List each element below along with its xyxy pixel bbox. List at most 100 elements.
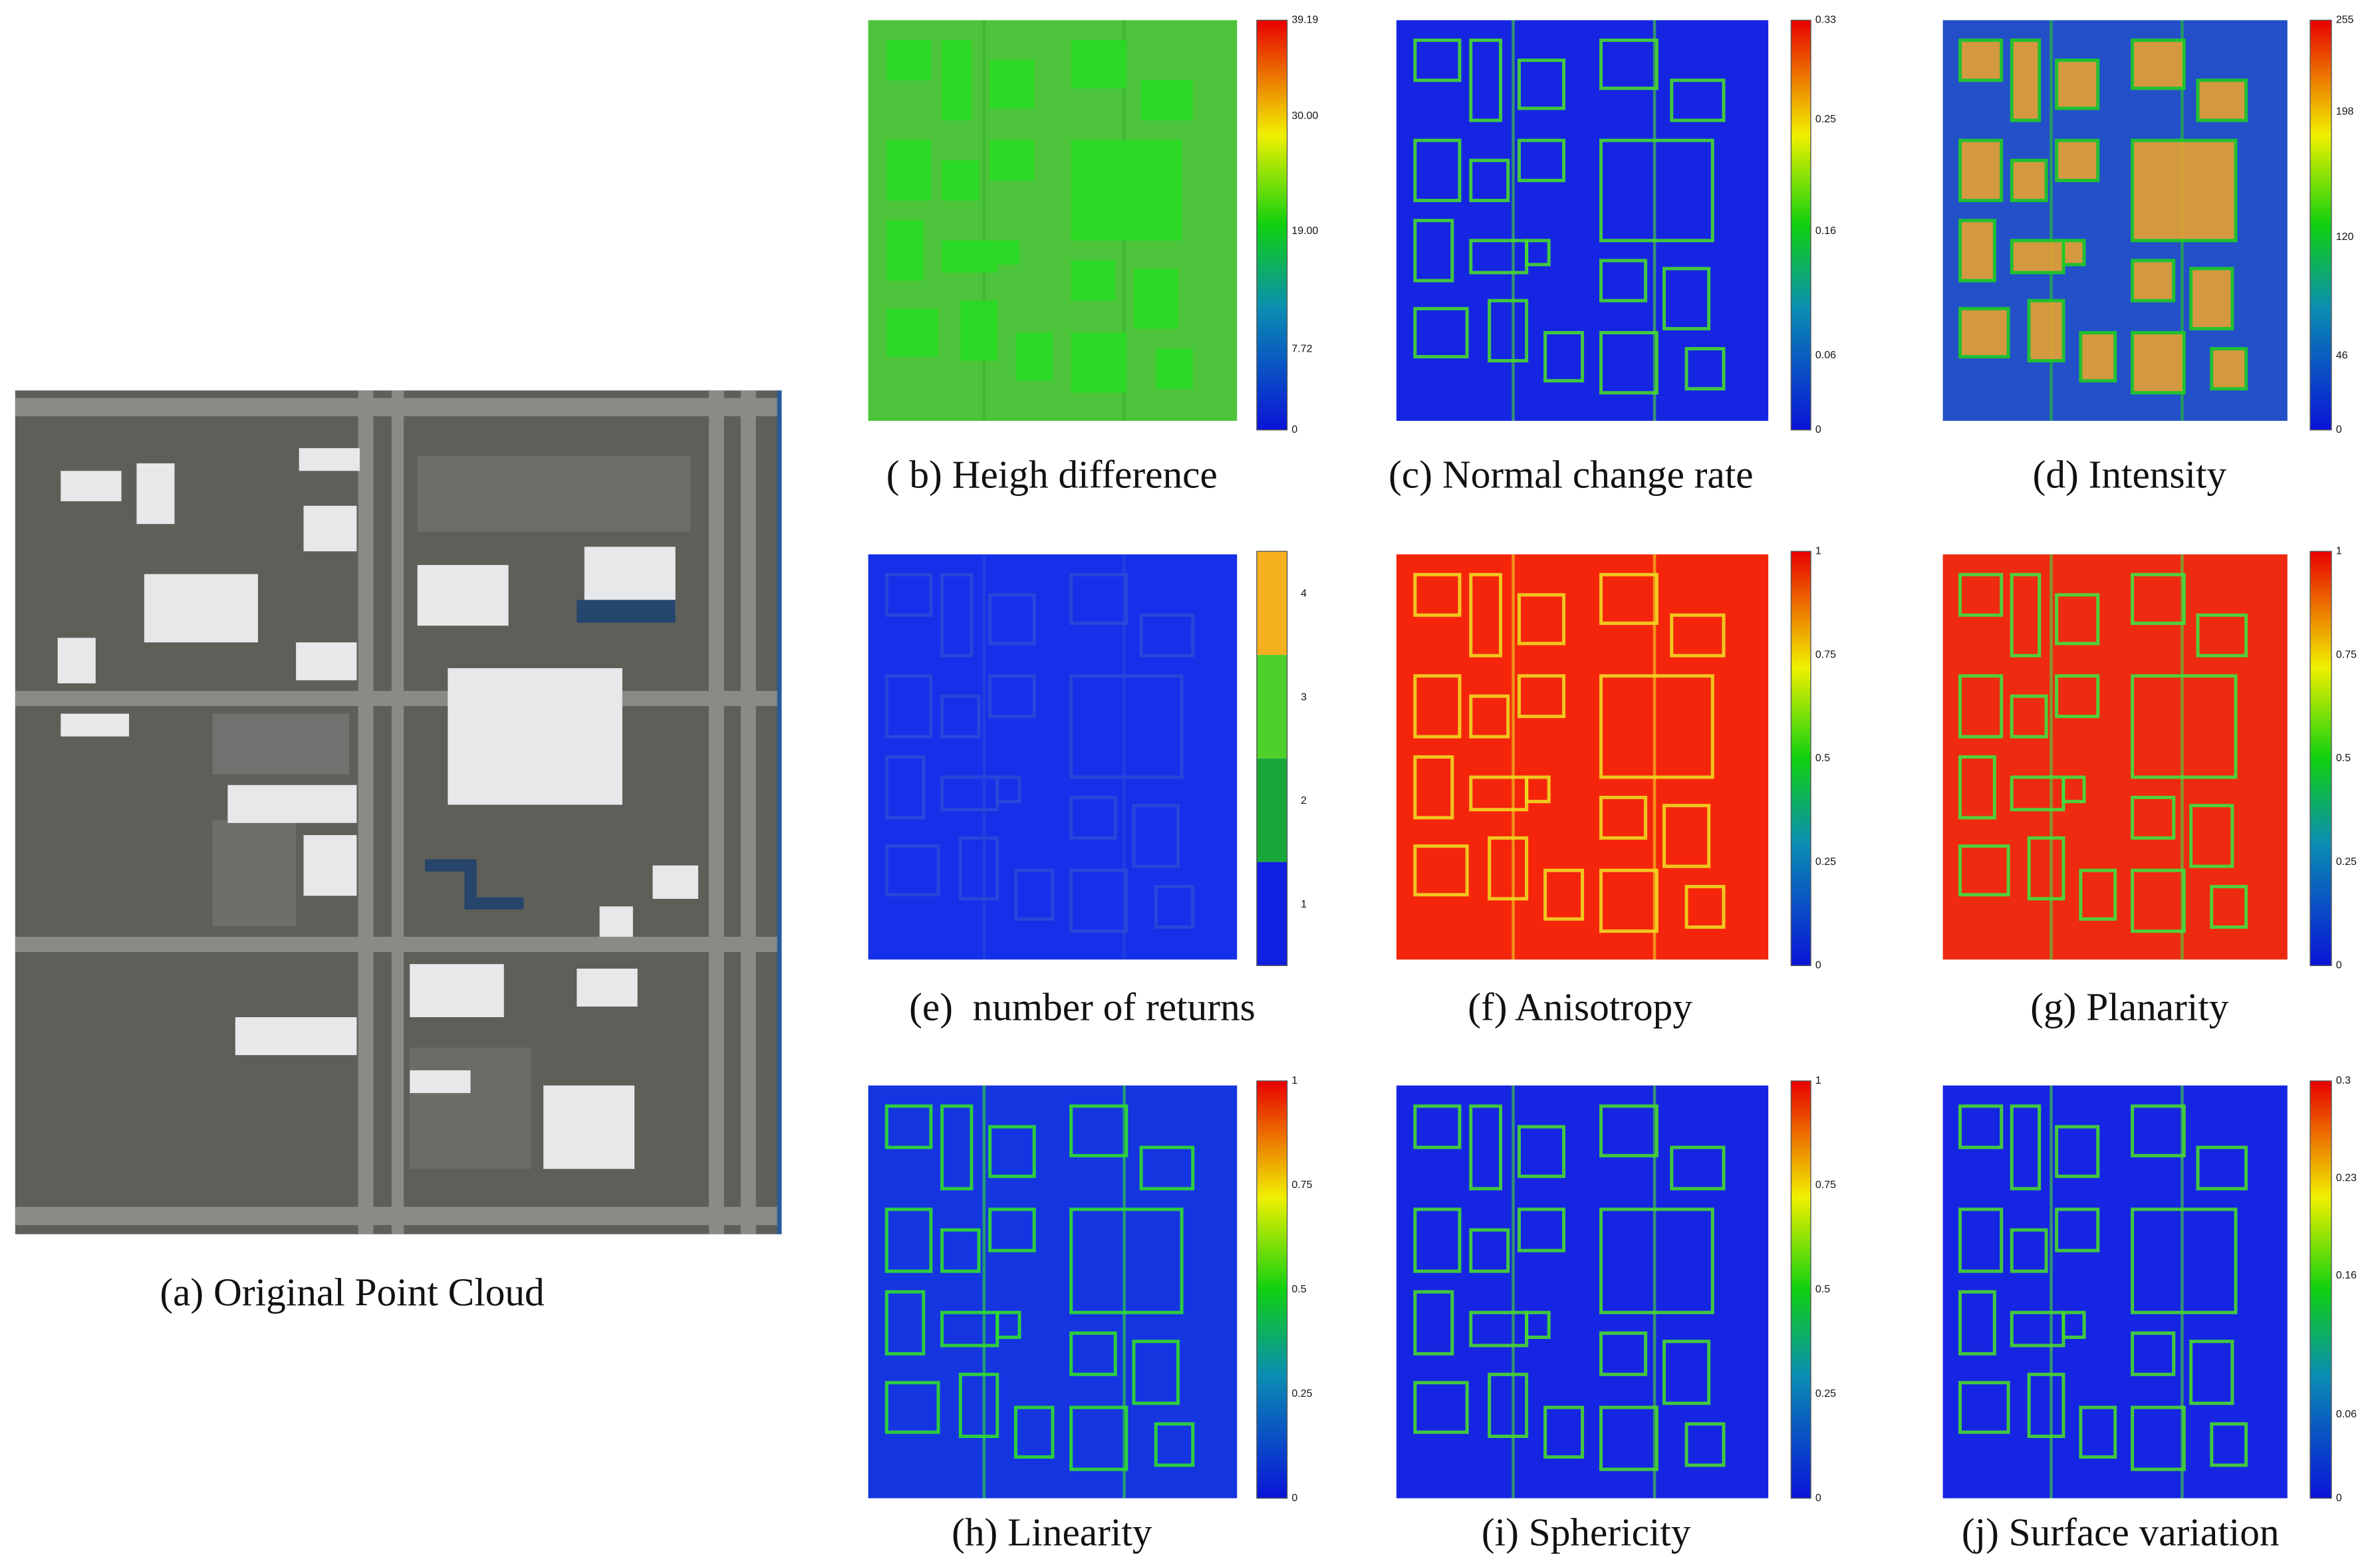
feature-panels: 39.1930.0019.007.7200.330.250.160.060255… <box>868 15 2357 1504</box>
colorbar-tick-label: 0 <box>2336 1493 2342 1504</box>
edge <box>777 390 782 1235</box>
map-structure <box>2131 1331 2176 1376</box>
map-structure <box>2027 299 2065 363</box>
map-structure <box>1469 694 1510 739</box>
map-structure <box>1413 219 1454 283</box>
map-structure <box>1543 868 1585 921</box>
map-structure <box>2131 868 2186 933</box>
colorbar-tick-label: 0 <box>1815 1493 1821 1504</box>
map-structure <box>988 1125 1036 1178</box>
colorbar-tick-label: 7.72 <box>1291 343 1312 354</box>
map-structure <box>988 593 1036 646</box>
map-structure <box>1488 299 1529 363</box>
colorbar-tick-label: 39.19 <box>1291 15 1318 26</box>
map-structure <box>1670 1145 1726 1191</box>
map-structure <box>1599 330 1658 395</box>
map-structure <box>1069 572 1128 625</box>
colorbar-tick-label: 0.5 <box>1815 1284 1830 1295</box>
caption: (g) Planarity <box>2030 985 2229 1029</box>
map-structure <box>1958 138 2004 203</box>
map-structure <box>988 1207 1036 1253</box>
roof <box>61 713 130 737</box>
map-road <box>982 20 986 421</box>
roof <box>227 784 357 823</box>
map-structure <box>2079 1405 2117 1459</box>
colorbar-tick-label: 1 <box>1815 545 1821 556</box>
map-structure <box>884 1290 926 1356</box>
map-structure <box>2131 1405 2186 1471</box>
map-structure <box>884 1381 940 1434</box>
map-road <box>1123 554 1126 960</box>
map-structure <box>1071 260 1116 301</box>
map-structure <box>1958 1381 2010 1434</box>
feature-map <box>1942 20 2288 421</box>
map-structure <box>1488 1372 1529 1438</box>
map-road <box>1653 554 1656 960</box>
map-structure <box>997 240 1020 265</box>
map-structure <box>2010 1228 2048 1273</box>
map-road <box>1123 1085 1126 1499</box>
map-structure <box>1517 593 1566 646</box>
colorbar-tick-label: 1 <box>1815 1075 1821 1086</box>
colorbar-tick-label: 4 <box>1301 588 1307 600</box>
map-structure <box>1069 795 1117 840</box>
colorbar-tick-label: 0 <box>1291 1493 1297 1504</box>
colorbar-tick-label: 0.5 <box>2336 753 2351 764</box>
map-structure <box>1599 259 1648 302</box>
map-structure <box>2010 572 2042 658</box>
roof <box>61 471 122 501</box>
map-road <box>1512 554 1515 960</box>
parking <box>212 820 297 927</box>
roof <box>235 1017 357 1056</box>
map-road <box>1512 1085 1515 1499</box>
map-structure <box>2010 39 2042 122</box>
map-structure <box>1071 40 1126 88</box>
colorbar-tick-label: 0.33 <box>1815 15 1836 26</box>
feature-map <box>868 1085 1238 1499</box>
map-structure <box>2131 1207 2238 1314</box>
map-structure <box>1141 80 1193 121</box>
map-structure <box>2131 572 2186 625</box>
map-structure <box>958 1372 999 1438</box>
roof <box>417 564 509 626</box>
roof <box>410 964 504 1018</box>
roof <box>543 1085 635 1169</box>
colorbar-tick-label: 0 <box>2336 960 2342 971</box>
map-structure <box>1599 1207 1714 1314</box>
map-structure <box>1013 868 1055 921</box>
colorbar-tick-label: 0.5 <box>1291 1284 1306 1295</box>
colorbar <box>2310 19 2332 431</box>
map-structure <box>1684 1422 1726 1467</box>
street <box>740 390 756 1235</box>
map-structure <box>1670 78 1726 122</box>
colorbar-tick-label: 0.25 <box>1815 114 1836 125</box>
map-structure <box>886 308 938 357</box>
map-structure <box>1525 775 1551 804</box>
map-structure <box>1599 138 1714 243</box>
map-structure <box>2189 1340 2234 1405</box>
map-structure <box>942 40 972 121</box>
map-structure <box>1543 1405 1585 1459</box>
map-structure <box>2131 1104 2186 1157</box>
map-structure <box>2079 868 2117 921</box>
map-structure <box>1413 755 1454 820</box>
map-structure <box>886 140 931 201</box>
colorbar-tick-label: 0.75 <box>2336 649 2357 660</box>
map-structure <box>2210 1422 2248 1467</box>
colorbar-tick-label: 2 <box>1301 795 1307 806</box>
colorbar-tick-label: 0.5 <box>1815 753 1830 764</box>
roof <box>299 448 360 471</box>
street <box>708 390 724 1235</box>
map-structure <box>2189 267 2234 330</box>
map-structure <box>1599 572 1658 625</box>
map-structure <box>1517 138 1566 182</box>
map-structure <box>1069 1104 1128 1157</box>
map-structure <box>1071 140 1182 241</box>
map-structure <box>940 1104 974 1191</box>
map-structure <box>1413 1104 1462 1149</box>
colorbar-tick-label: 0.16 <box>2336 1270 2357 1281</box>
map-structure <box>940 694 981 739</box>
map-structure <box>2055 1125 2100 1178</box>
map-structure <box>1413 1290 1454 1356</box>
